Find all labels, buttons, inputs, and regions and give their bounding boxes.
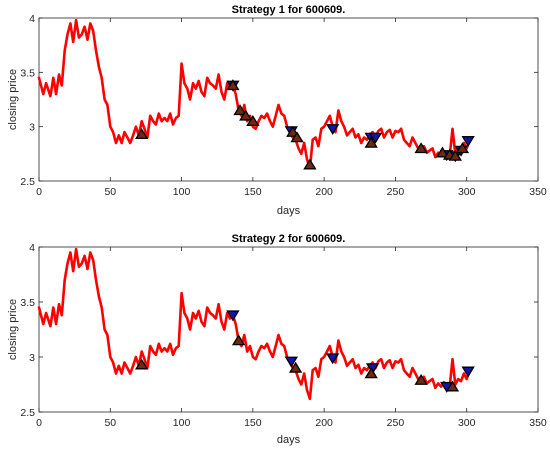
- y-tick-label: 4: [29, 242, 35, 254]
- x-tick-label: 300: [458, 417, 476, 429]
- closing-price-line: [37, 247, 471, 401]
- x-tick-label: 200: [315, 417, 333, 429]
- sell-marker: [226, 310, 240, 322]
- x-tick-label: 50: [104, 186, 116, 198]
- y-tick-label: 2.5: [20, 407, 35, 419]
- x-axis-label: days: [277, 205, 301, 217]
- x-axis-label: days: [277, 434, 301, 446]
- strategy-1-chart: Strategy 1 for 600609. days closing pric…: [7, 4, 547, 217]
- sell-marker: [284, 356, 299, 368]
- x-tick-label: 100: [173, 186, 191, 198]
- trade-markers: [134, 310, 475, 393]
- x-tick-label: 50: [104, 417, 116, 429]
- sell-marker: [326, 124, 340, 136]
- buy-marker: [364, 136, 378, 148]
- buy-marker: [455, 142, 470, 154]
- buy-marker: [246, 115, 260, 127]
- price-series: [37, 247, 471, 401]
- buy-marker: [239, 109, 253, 121]
- axis-ticks: 0 50 100 150 200 250 300 350 2.5 3 3.5 4: [20, 242, 547, 429]
- plot-area: [38, 17, 539, 182]
- y-tick-label: 3.5: [20, 297, 35, 309]
- sell-marker: [326, 353, 340, 365]
- axis-ticks: 0 50 100 150 200 250 300 350 2.5 3 3.5 4: [20, 13, 547, 198]
- chart-title: Strategy 1 for 600609.: [232, 4, 346, 16]
- sell-marker: [461, 366, 475, 378]
- sell-marker: [365, 363, 380, 375]
- buy-marker: [435, 146, 450, 158]
- x-tick-label: 250: [387, 186, 405, 198]
- y-tick-label: 2.5: [20, 176, 35, 188]
- sell-marker: [461, 136, 475, 147]
- trade-markers: [134, 79, 475, 170]
- buy-marker: [233, 104, 247, 116]
- buy-marker: [231, 334, 246, 346]
- buy-marker: [134, 358, 149, 370]
- x-tick-label: 0: [36, 186, 42, 198]
- chart-title: Strategy 2 for 600609.: [232, 233, 346, 245]
- strategy-2-chart: Strategy 2 for 600609. days closing pric…: [7, 233, 547, 446]
- x-tick-label: 350: [529, 186, 547, 198]
- x-tick-label: 350: [529, 417, 547, 429]
- price-series: [37, 18, 471, 170]
- x-tick-label: 150: [244, 417, 262, 429]
- buy-marker: [288, 361, 303, 373]
- x-tick-label: 0: [36, 417, 42, 429]
- buy-marker: [226, 79, 240, 91]
- y-tick-label: 3: [29, 352, 35, 364]
- y-tick-label: 3: [29, 122, 35, 134]
- y-tick-label: 3.5: [20, 67, 35, 79]
- buy-marker: [448, 149, 462, 161]
- x-tick-label: 300: [458, 186, 476, 198]
- sell-marker: [368, 132, 383, 144]
- buy-marker: [134, 128, 149, 140]
- x-tick-label: 100: [173, 417, 191, 429]
- buy-marker: [364, 367, 378, 379]
- buy-marker: [414, 373, 428, 385]
- x-tick-label: 250: [387, 417, 405, 429]
- plot-area: [38, 246, 539, 413]
- closing-price-line: [37, 18, 471, 170]
- buy-marker: [303, 158, 317, 170]
- buy-marker: [445, 380, 460, 392]
- x-tick-label: 150: [244, 186, 262, 198]
- buy-marker: [290, 131, 304, 143]
- y-axis-label: closing price: [7, 69, 19, 130]
- buy-marker: [414, 142, 428, 154]
- x-tick-label: 200: [315, 186, 333, 198]
- y-tick-label: 4: [29, 13, 35, 25]
- y-axis-label: closing price: [7, 299, 19, 360]
